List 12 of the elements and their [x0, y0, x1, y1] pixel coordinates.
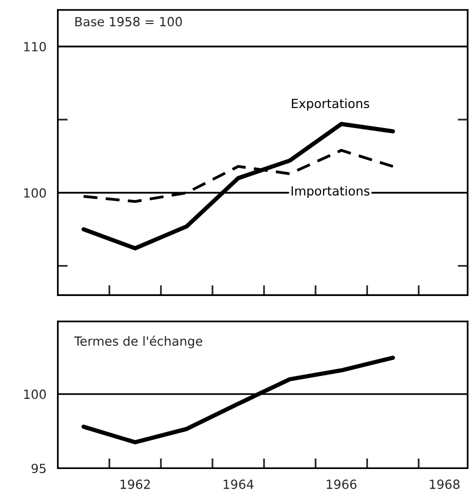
- y-tick-label: 100: [24, 188, 46, 198]
- x-tick-label: 1962: [120, 480, 150, 490]
- x-tick-label: 1964: [224, 480, 254, 490]
- annotation: Base 1958 = 100: [75, 16, 182, 26]
- y-tick-label: 100: [24, 390, 46, 399]
- series-label: Exportations: [292, 98, 370, 111]
- x-tick-label: 1966: [326, 480, 356, 490]
- text: Termes de l'échange: [74, 336, 202, 348]
- y-tick-label: 95: [32, 464, 46, 474]
- x-tick-label: 1968: [430, 480, 460, 490]
- series-label: Importations: [292, 186, 370, 198]
- y-tick-label: 110: [24, 42, 46, 52]
